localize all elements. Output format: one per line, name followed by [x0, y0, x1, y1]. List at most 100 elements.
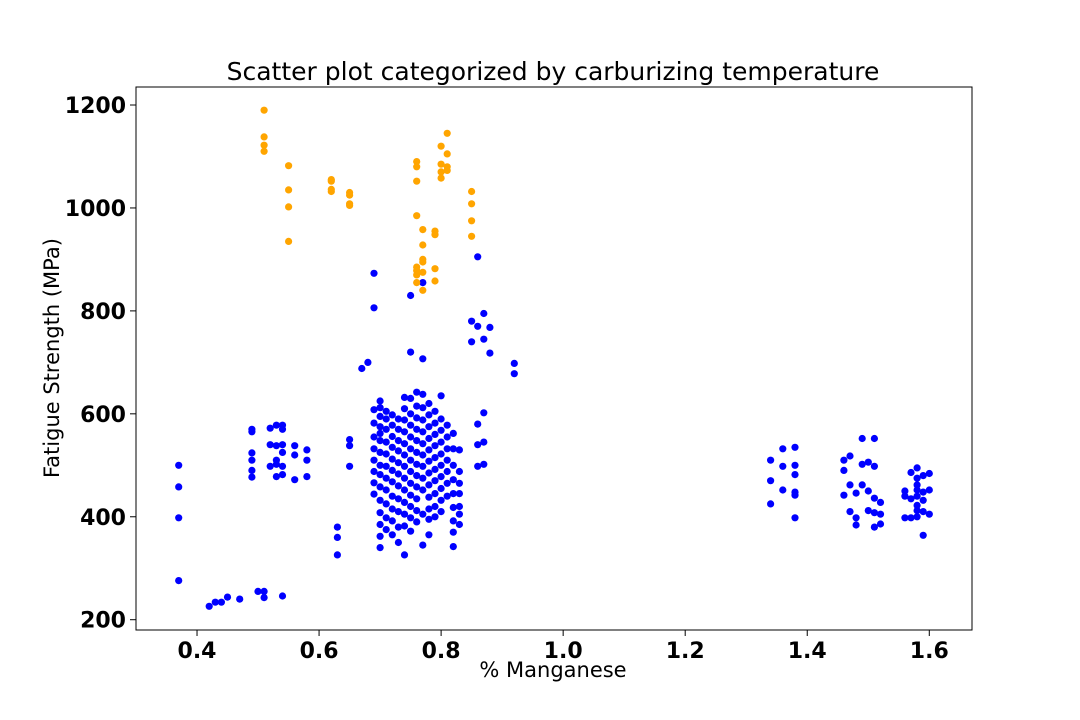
data-point — [407, 433, 415, 441]
data-point — [376, 520, 384, 529]
data-point — [419, 390, 427, 398]
data-point — [419, 474, 427, 482]
data-point — [407, 410, 415, 418]
data-point — [382, 500, 390, 508]
data-point — [443, 467, 451, 476]
series-0 — [175, 253, 933, 610]
data-point — [260, 141, 268, 149]
plot-frame — [135, 86, 973, 631]
data-point — [919, 508, 927, 516]
data-point — [382, 438, 390, 446]
y-tick-label: 400 — [80, 506, 126, 531]
data-point — [419, 258, 427, 266]
data-point — [425, 515, 433, 523]
data-point — [400, 510, 409, 518]
data-point — [303, 473, 311, 481]
data-point — [455, 502, 463, 511]
data-point — [425, 493, 433, 501]
data-point — [388, 432, 396, 441]
data-point — [175, 577, 183, 585]
data-point — [388, 492, 396, 500]
data-point — [876, 498, 885, 506]
x-axis-label: % Manganese — [479, 658, 626, 682]
data-point — [260, 133, 268, 141]
data-point — [394, 459, 402, 467]
data-point — [419, 404, 427, 412]
y-tick-label: 200 — [80, 609, 126, 634]
chart-title: Scatter plot categorized by carburizing … — [227, 57, 880, 86]
data-point — [858, 434, 866, 443]
data-point — [425, 411, 433, 419]
data-point — [431, 231, 439, 239]
data-point — [278, 462, 287, 470]
data-point — [455, 490, 463, 498]
data-point — [925, 510, 933, 518]
data-point — [413, 158, 421, 166]
points-layer — [175, 106, 933, 610]
data-point — [407, 421, 415, 429]
data-point — [919, 496, 927, 504]
data-point — [840, 456, 848, 464]
data-point — [278, 425, 287, 433]
data-point — [419, 440, 427, 448]
data-point — [333, 533, 341, 542]
data-point — [431, 502, 439, 511]
data-point — [455, 467, 463, 476]
data-point — [431, 419, 439, 427]
x-axis: 0.4 0.6 0.8 1.0 1.2 1.4 1.6 — [178, 630, 949, 664]
data-point — [431, 490, 439, 498]
data-point — [394, 425, 402, 433]
data-point — [480, 309, 488, 318]
data-point — [394, 538, 402, 547]
data-point — [370, 419, 378, 427]
data-point — [291, 476, 299, 484]
data-point — [370, 304, 378, 312]
data-point — [913, 474, 921, 482]
data-point — [211, 598, 219, 606]
data-point — [376, 429, 384, 437]
data-point — [175, 483, 183, 491]
data-point — [413, 507, 421, 515]
data-point — [870, 434, 879, 443]
data-point — [413, 437, 421, 445]
data-point — [205, 602, 213, 610]
data-point — [767, 500, 775, 508]
data-point — [870, 494, 879, 502]
data-point — [175, 461, 183, 469]
data-point — [510, 359, 518, 367]
data-point — [278, 448, 287, 456]
data-point — [382, 415, 390, 423]
data-point — [913, 464, 921, 472]
data-point — [394, 470, 402, 478]
data-point — [272, 442, 280, 450]
data-point — [376, 496, 384, 504]
data-point — [376, 461, 384, 469]
data-point — [175, 514, 183, 522]
data-point — [840, 466, 848, 474]
data-point — [407, 527, 415, 535]
data-point — [394, 415, 402, 423]
data-point — [388, 505, 396, 513]
y-tick-label: 800 — [80, 300, 126, 325]
data-point — [413, 518, 421, 526]
data-point — [913, 501, 921, 509]
data-point — [278, 471, 287, 479]
data-point — [876, 510, 885, 518]
data-point — [413, 448, 421, 456]
data-point — [254, 587, 262, 596]
data-point — [400, 393, 409, 401]
data-point — [925, 486, 933, 494]
data-point — [382, 407, 390, 415]
data-point — [285, 203, 293, 211]
data-point — [327, 187, 335, 196]
data-point — [791, 471, 799, 479]
data-point — [474, 253, 482, 261]
data-point — [303, 456, 311, 464]
data-point — [419, 462, 427, 470]
data-point — [443, 433, 451, 441]
data-point — [291, 442, 299, 450]
data-point — [907, 468, 915, 477]
data-point — [443, 456, 451, 464]
data-point — [840, 491, 848, 499]
data-point — [455, 520, 463, 529]
